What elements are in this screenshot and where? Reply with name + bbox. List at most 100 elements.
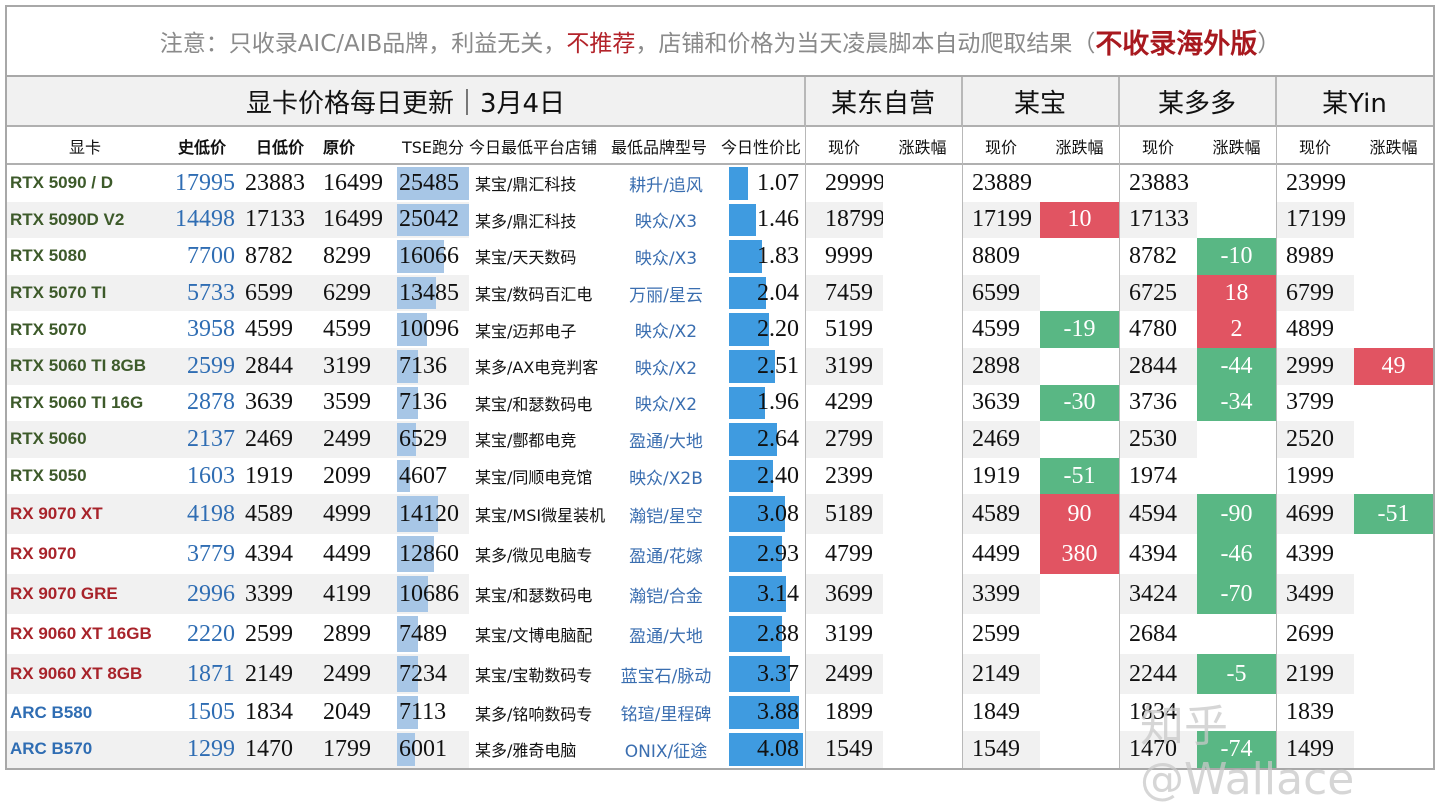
price-change-badge (1040, 614, 1119, 654)
ratio-bar (729, 732, 803, 766)
table-row: RX 9070 3779 4394 4499 12860 某多/微见电脑专 盈通/花嫁 2.9… (7, 534, 1433, 575)
value-ratio: 2.04 (721, 275, 805, 312)
platform-jd: 某东自营 (805, 77, 962, 125)
tse-value: 6529 (399, 425, 447, 452)
tse-value: 10096 (399, 316, 459, 343)
table-header-columns: 显卡 史低价 日低价 原价 TSE跑分 今日最低平台店铺 最低品牌型号 今日性价… (7, 129, 1433, 165)
price-change-badge (1354, 654, 1433, 694)
day-low-price: 4599 (245, 316, 293, 343)
price-change-badge (1197, 614, 1276, 654)
gpu-name: RTX 5090 / D (10, 173, 113, 193)
jd-price: 9999 (825, 242, 873, 269)
lowest-model: 瀚铠/星空 (629, 506, 703, 527)
jd-price: 1899 (825, 699, 873, 726)
value-ratio: 2.93 (721, 534, 805, 574)
tb-price: 2599 (972, 620, 1020, 647)
price-change-badge (883, 458, 962, 495)
tse-bar (397, 423, 417, 456)
price-change-badge (883, 202, 962, 239)
gpu-name: RTX 5050 (10, 466, 87, 486)
price-change-badge (1354, 534, 1433, 574)
dy-price: 4699 (1276, 494, 1354, 535)
col-model: 最低品牌型号 (611, 138, 708, 157)
jd-price: 4799 (825, 540, 873, 567)
col-jd-change: 涨跌幅 (898, 138, 947, 157)
pdd-price: 1974 (1129, 462, 1177, 489)
historical-low-price: 1505 (187, 699, 235, 726)
msrp-price: 16499 (323, 169, 383, 196)
tse-bar (397, 203, 469, 237)
table-row: RTX 5050 1603 1919 2099 4607 某宝/同顺电竞馆 映众/X2B 2.… (7, 457, 1433, 495)
msrp-price: 2049 (323, 699, 371, 726)
platform-dy: 某Yin (1322, 88, 1387, 119)
msrp-price: 2499 (319, 654, 397, 695)
price-change-badge (883, 654, 962, 694)
price-change-badge: -19 (1040, 311, 1119, 348)
table-row: RTX 5090D V2 14498 17133 16499 25042 某多/鼎汇科技映… (7, 201, 1433, 239)
day-low-price: 4394 (245, 540, 293, 567)
price-table-frame: 注意：只收录AIC/AIB品牌，利益无关， 不推荐 ，店铺和价格为当天凌晨脚本自… (5, 5, 1435, 770)
notice-no-overseas: 不收录海外版 (1095, 28, 1258, 60)
tse-value: 7136 (399, 352, 447, 379)
price-change-badge (1354, 238, 1433, 275)
msrp-price: 6299 (319, 274, 397, 312)
day-low-price: 2599 (245, 620, 293, 647)
tb-price: 6599 (962, 274, 1040, 312)
tse-value: 25485 (399, 169, 459, 196)
tse-value: 6001 (399, 735, 447, 762)
historical-low-price: 7700 (187, 242, 235, 269)
tse-score: 16066 (397, 238, 469, 275)
tse-score: 25042 (397, 201, 469, 239)
price-change-badge (1354, 694, 1433, 731)
dy-price: 4399 (1286, 540, 1334, 567)
price-change-badge: 49 (1354, 347, 1433, 385)
tse-bar (397, 496, 438, 533)
tse-value: 14120 (399, 500, 459, 527)
price-change-badge: -10 (1197, 238, 1276, 275)
table-row: RX 9060 XT 16GB 2220 2599 2899 7489 某宝/文博电脑配 盈… (7, 614, 1433, 654)
gpu-name: RTX 5060 TI 16G (10, 392, 144, 412)
tse-value: 7489 (399, 620, 447, 647)
msrp-price: 1799 (319, 730, 397, 768)
tse-score: 10686 (397, 574, 469, 615)
ratio-value: 1.83 (757, 242, 799, 269)
historical-low-price: 1603 (187, 462, 235, 489)
tse-bar (397, 276, 437, 310)
col-ratio: 今日性价比 (721, 138, 802, 157)
col-pdd-change: 涨跌幅 (1212, 138, 1261, 157)
value-ratio: 4.08 (721, 731, 805, 768)
tse-score: 7489 (397, 614, 469, 654)
price-change-badge (1354, 614, 1433, 654)
tse-score: 7136 (397, 385, 469, 422)
tb-price: 3399 (962, 574, 1040, 615)
tb-price: 3639 (972, 389, 1020, 416)
tse-bar (397, 656, 418, 693)
gpu-name: RTX 5080 (10, 246, 87, 266)
pdd-price: 6725 (1119, 274, 1197, 312)
value-ratio: 3.37 (721, 654, 805, 694)
tse-value: 7234 (399, 660, 447, 687)
jd-price: 18799 (805, 201, 883, 239)
lowest-model: 瀚铠/合金 (629, 586, 703, 607)
divider (1276, 77, 1277, 768)
price-change-badge (1354, 574, 1433, 614)
tse-bar (397, 536, 434, 573)
lowest-model: 万丽/星云 (629, 285, 703, 306)
historical-low-price: 3779 (187, 540, 235, 567)
price-change-badge (883, 534, 962, 574)
dy-price: 4899 (1286, 316, 1334, 343)
lowest-shop: 某宝/迈邦电子 (475, 321, 577, 341)
dy-price: 8989 (1286, 242, 1334, 269)
ratio-value: 3.08 (757, 500, 799, 527)
lowest-shop: 某多/鼎汇科技 (475, 211, 577, 231)
day-low-price: 17133 (241, 201, 319, 239)
platform-pdd: 某多多 (1119, 77, 1276, 125)
jd-price: 29999 (825, 169, 883, 196)
price-change-badge (883, 574, 962, 614)
price-change-badge: -34 (1197, 384, 1276, 422)
price-change-badge (883, 421, 962, 458)
lowest-shop: 某宝/酆都电竞 (475, 431, 577, 451)
day-low-price: 8782 (245, 242, 293, 269)
price-change-badge (1197, 202, 1276, 239)
tse-bar (397, 240, 444, 273)
